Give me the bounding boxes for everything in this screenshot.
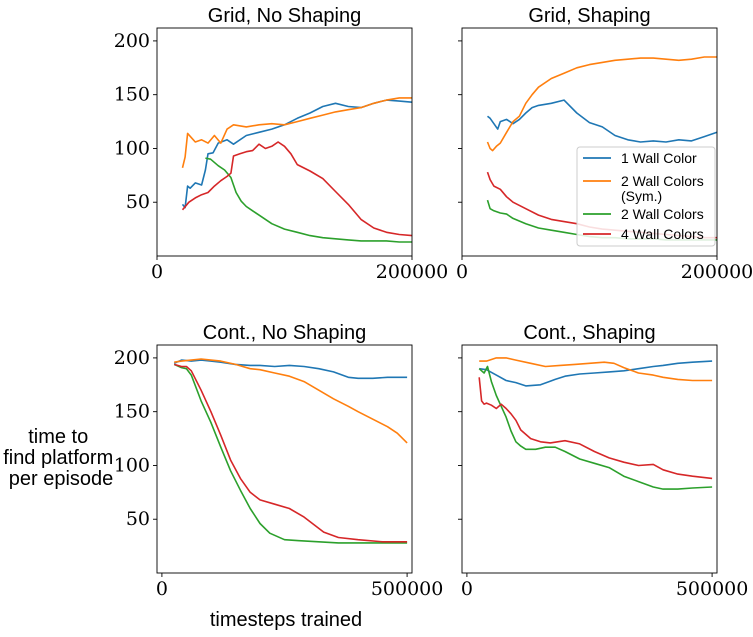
panel-title: Cont., Shaping (523, 322, 655, 344)
plot-frame (156, 27, 413, 257)
x-tick-label: 500000 (371, 578, 444, 600)
x-tick-label: 0 (151, 261, 163, 283)
series-line-2 (479, 357, 713, 382)
y-tick-label: 50 (126, 508, 150, 530)
plot-frame (461, 344, 718, 574)
panel-4: Cont., Shaping 0 500000 (458, 322, 748, 600)
series-line-3 (173, 363, 408, 544)
series-line-4 (173, 363, 408, 543)
series-line-1 (479, 360, 713, 387)
legend-entry-3: 2 Wall Colors (583, 206, 704, 222)
y-axis-label-line-3: per episode (9, 468, 114, 490)
legend-label: 2 Wall Colors (621, 206, 704, 222)
legend-label: 1 Wall Color (621, 150, 697, 166)
legend-entry-2: 2 Wall Colors(Sym.) (583, 173, 704, 204)
y-tick-label: 200 (114, 30, 150, 52)
y-tick-label: 150 (114, 84, 150, 106)
series-line-3 (205, 157, 412, 243)
legend-label: (Sym.) (621, 188, 662, 204)
legend-box (576, 146, 716, 247)
y-tick-label: 200 (114, 347, 150, 369)
y-tick-label: 150 (114, 401, 150, 423)
legend-label: 2 Wall Colors (621, 173, 704, 189)
x-axis-label: timesteps trained (210, 609, 362, 631)
series-line-1 (181, 99, 413, 209)
plot-frame (156, 344, 413, 574)
y-axis-label-line-1: time to (28, 426, 88, 448)
x-tick-label: 0 (456, 261, 468, 283)
y-tick-label: 50 (126, 191, 150, 213)
y-tick-label: 100 (114, 454, 150, 476)
series-line-1 (486, 99, 718, 143)
x-tick-label: 0 (156, 578, 168, 600)
series-line-4 (478, 377, 713, 480)
series-line-1 (173, 359, 408, 380)
y-tick-label: 100 (114, 137, 150, 159)
x-tick-label: 200000 (681, 261, 753, 283)
x-tick-label: 0 (461, 578, 473, 600)
panel-title: Grid, Shaping (528, 5, 650, 27)
series-line-2 (181, 97, 412, 168)
panel-3: Cont., No Shaping 50 100 150 200 0 500000 (114, 322, 444, 600)
series-line-2 (174, 358, 408, 444)
panel-title: Cont., No Shaping (203, 322, 366, 344)
legend-label: 4 Wall Colors (621, 226, 704, 242)
series-line-4 (181, 141, 413, 237)
y-axis-label: time to find platform per episode (3, 426, 119, 490)
plot-frame (461, 27, 718, 257)
x-tick-label: 200000 (376, 261, 449, 283)
legend-entry-1: 1 Wall Color (583, 150, 697, 166)
series-line-2 (486, 56, 717, 152)
x-tick-label: 500000 (676, 578, 749, 600)
series-line-3 (478, 365, 713, 490)
panel-title: Grid, No Shaping (208, 5, 361, 27)
y-axis-label-line-2: find platform (3, 447, 113, 469)
panel-1: Grid, No Shaping 50 100 150 200 0 200000 (114, 5, 449, 283)
legend-entry-4: 4 Wall Colors (583, 226, 704, 242)
